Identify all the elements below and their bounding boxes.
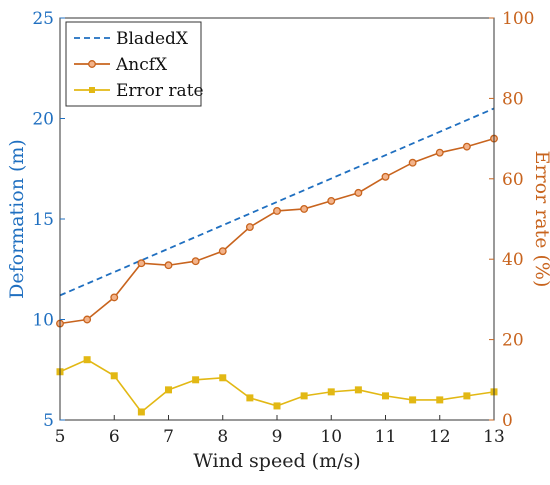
ancfx-point <box>218 247 227 256</box>
y-right-axis-title: Error rate (%) <box>531 151 550 288</box>
error-rate-point <box>192 376 200 384</box>
y-right-tick-label: 0 <box>502 411 513 431</box>
error-rate-point <box>436 396 444 404</box>
ancfx-point <box>137 259 146 268</box>
legend-marker-1 <box>88 60 96 68</box>
ancfx-point <box>408 158 417 167</box>
y-right-tick-label: 20 <box>502 331 524 351</box>
legend-label-2: Error rate <box>116 81 204 101</box>
ticks-layer: 5 6 7 8 9 10 11 12 13 5 10 15 20 25 0 20 40 60 80 100 <box>32 9 534 447</box>
x-tick-label: 12 <box>429 427 451 447</box>
error-rate-point <box>83 356 91 364</box>
error-rate-point <box>246 394 254 402</box>
error-rate-point <box>463 392 471 400</box>
series-layer <box>56 107 498 416</box>
error-rate-point <box>409 396 417 404</box>
error-rate-point <box>165 386 172 394</box>
ancfx-point <box>435 148 444 157</box>
y-right-tick-label: 40 <box>502 250 524 270</box>
ancfx-point <box>164 261 173 270</box>
ancfx-point <box>191 257 200 266</box>
x-tick-label: 11 <box>375 427 397 447</box>
ancfx-point <box>245 223 254 231</box>
x-tick-label: 7 <box>163 427 174 447</box>
y-left-tick-label: 20 <box>32 110 54 130</box>
error-rate-point <box>273 402 281 410</box>
ancfx-point <box>327 196 336 205</box>
y-right-tick-label: 60 <box>502 170 524 190</box>
ancfx-point <box>300 204 309 213</box>
error-rate-point <box>110 372 118 380</box>
error-rate-point <box>137 408 145 416</box>
x-tick-label: 5 <box>55 427 66 447</box>
ancfx-point <box>83 315 92 324</box>
ancfx-point <box>381 172 390 181</box>
legend-label-1: AncfX <box>115 55 168 75</box>
error-rate-point <box>382 392 389 400</box>
x-axis-title: Wind speed (m/s) <box>193 450 360 472</box>
y-left-axis-title: Deformation (m) <box>6 139 28 299</box>
x-tick-label: 13 <box>483 427 505 447</box>
x-tick-label: 10 <box>320 427 342 447</box>
y-right-tick-label: 100 <box>502 9 534 29</box>
y-left-tick-label: 10 <box>32 311 54 331</box>
y-left-tick-label: 5 <box>43 411 54 431</box>
legend-marker-2 <box>89 87 95 93</box>
error-rate-point <box>300 392 308 400</box>
error-rate-point <box>354 386 362 394</box>
y-right-tick-label: 80 <box>502 89 524 109</box>
x-tick-label: 6 <box>109 427 120 447</box>
legend-label-0: BladedX <box>116 29 189 49</box>
ancfx-point <box>462 142 471 151</box>
series-line-0 <box>59 107 495 297</box>
y-left-tick-label: 25 <box>32 9 54 29</box>
x-tick-label: 8 <box>217 427 228 447</box>
ancfx-point <box>273 207 281 215</box>
x-tick-label: 9 <box>272 427 283 447</box>
ancfx-point <box>354 188 363 197</box>
series-line-1 <box>59 137 495 325</box>
y-left-tick-label: 15 <box>32 210 54 230</box>
legend: BladedX AncfX Error rate <box>65 21 204 107</box>
error-rate-point <box>219 374 227 382</box>
error-rate-point <box>327 388 335 396</box>
ancfx-point <box>110 293 119 302</box>
